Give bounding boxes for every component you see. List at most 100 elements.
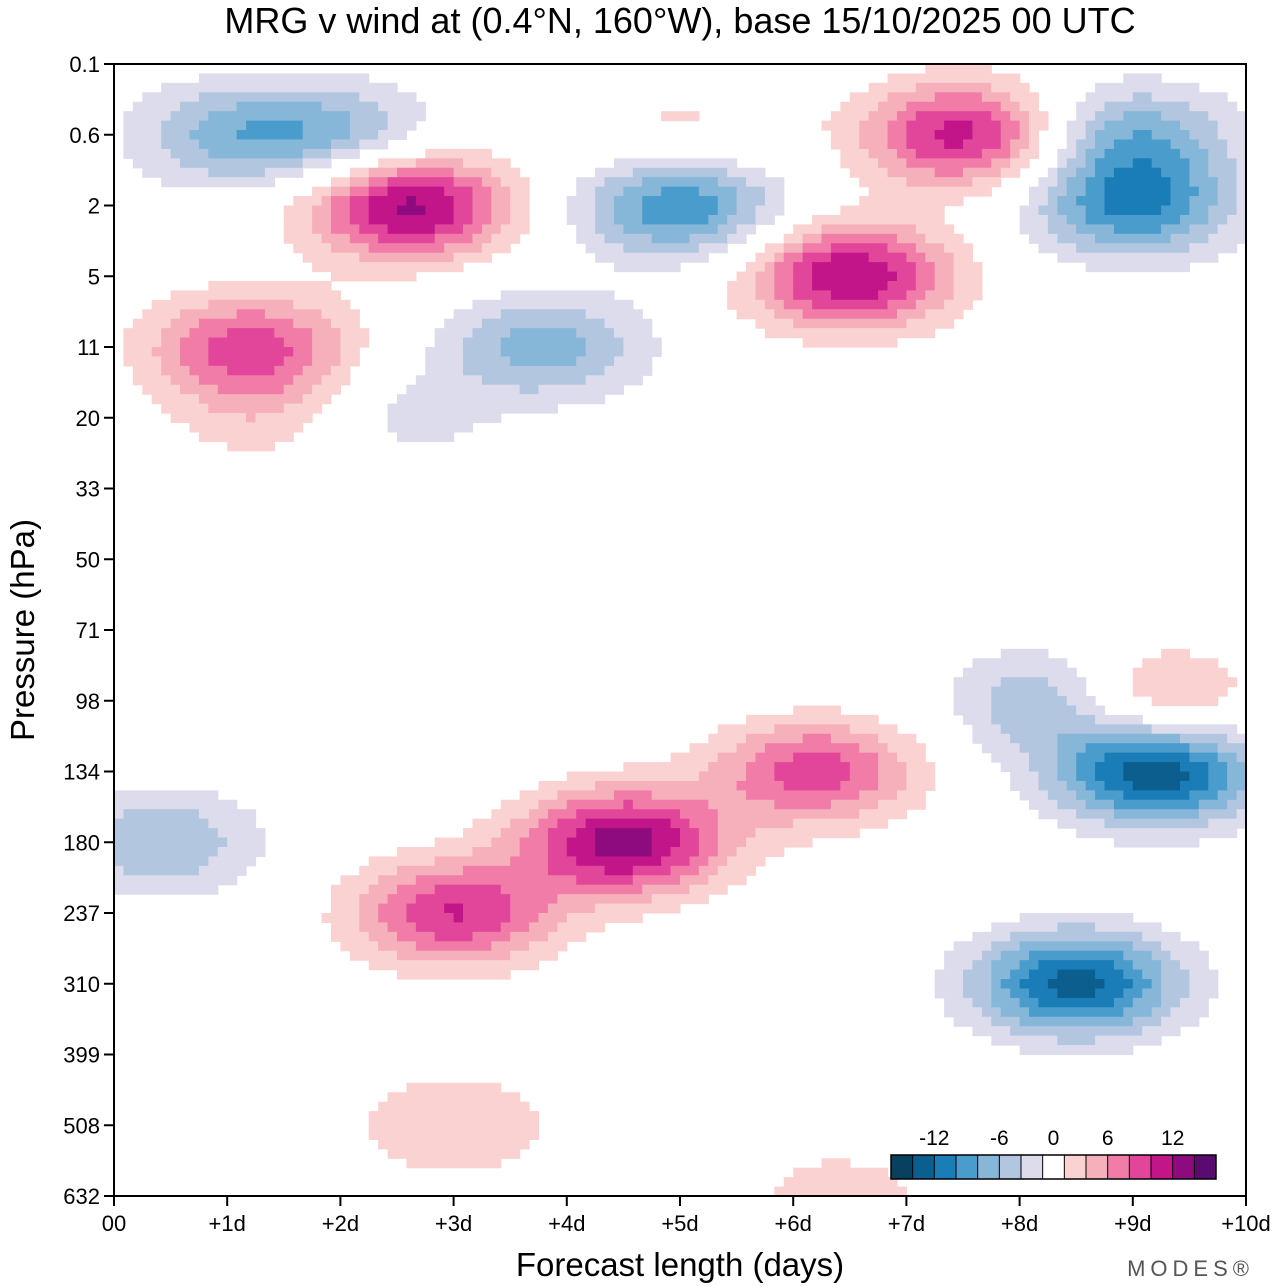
field-cell bbox=[944, 1007, 983, 1018]
field-cell bbox=[519, 846, 549, 857]
field-cell bbox=[755, 205, 785, 216]
field-cell bbox=[1010, 771, 1040, 782]
field-cell bbox=[547, 828, 577, 839]
field-cell bbox=[944, 299, 974, 310]
field-cell bbox=[1057, 196, 1077, 207]
field-cell bbox=[981, 743, 1021, 754]
field-cell bbox=[1217, 177, 1238, 188]
field-cell bbox=[934, 271, 955, 282]
field-cell bbox=[944, 139, 964, 150]
field-cell bbox=[783, 299, 813, 310]
field-cell bbox=[293, 196, 323, 207]
field-cell bbox=[698, 828, 719, 839]
field-cell bbox=[1085, 130, 1096, 141]
field-cell bbox=[1095, 167, 1115, 178]
field-cell bbox=[963, 714, 992, 725]
y-tick-label: 180 bbox=[63, 830, 100, 855]
field-cell bbox=[623, 224, 719, 235]
field-cell bbox=[1217, 743, 1247, 754]
field-cell bbox=[142, 309, 181, 320]
field-cell bbox=[1151, 158, 1190, 169]
field-cell bbox=[330, 243, 370, 254]
field-cell bbox=[283, 233, 323, 244]
field-cell bbox=[793, 224, 823, 235]
field-cell bbox=[651, 846, 672, 857]
field-cell bbox=[1179, 762, 1209, 773]
field-cell bbox=[453, 205, 474, 216]
field-cell bbox=[453, 309, 502, 320]
x-tick-label: +7d bbox=[888, 1211, 925, 1236]
field-cell bbox=[340, 941, 379, 952]
field-cell bbox=[132, 318, 172, 329]
field-cell bbox=[330, 214, 351, 225]
field-cell bbox=[1151, 979, 1162, 990]
field-cell bbox=[547, 856, 577, 867]
field-cell bbox=[387, 224, 436, 235]
field-cell bbox=[368, 931, 398, 942]
field-cell bbox=[349, 196, 370, 207]
field-cell bbox=[1123, 73, 1162, 84]
field-cell bbox=[368, 856, 436, 867]
field-cell bbox=[397, 950, 511, 961]
field-cell bbox=[198, 139, 332, 150]
colorbar-swatch bbox=[1194, 1155, 1217, 1179]
field-cell bbox=[529, 809, 549, 820]
field-cell bbox=[1132, 667, 1228, 678]
field-cell bbox=[632, 799, 709, 810]
field-cell bbox=[736, 309, 775, 320]
field-cell bbox=[906, 290, 926, 301]
field-cell bbox=[538, 384, 624, 395]
field-cell bbox=[1010, 92, 1040, 103]
field-cell bbox=[1000, 648, 1049, 659]
y-tick-label: 508 bbox=[63, 1113, 100, 1138]
field-cell bbox=[1047, 214, 1068, 225]
field-cell bbox=[604, 233, 653, 244]
field-cell bbox=[830, 139, 860, 150]
field-cell bbox=[1227, 780, 1247, 791]
field-cell bbox=[623, 347, 662, 358]
field-cell bbox=[670, 846, 700, 857]
field-cell bbox=[547, 865, 606, 876]
field-cell bbox=[236, 130, 304, 141]
field-cell bbox=[1085, 92, 1134, 103]
field-cell bbox=[406, 903, 445, 914]
field-cell bbox=[500, 177, 530, 188]
field-cell bbox=[180, 309, 238, 320]
field-cell bbox=[161, 337, 181, 348]
field-cell bbox=[349, 111, 389, 122]
field-cell bbox=[1236, 167, 1247, 178]
field-cell bbox=[774, 252, 785, 263]
field-cell bbox=[1113, 997, 1134, 1008]
field-cell bbox=[444, 903, 464, 914]
field-cell bbox=[585, 347, 624, 358]
field-cell bbox=[472, 205, 492, 216]
field-cell bbox=[670, 865, 700, 876]
field-cell bbox=[547, 809, 577, 820]
field-cell bbox=[500, 922, 530, 933]
field-cell bbox=[340, 347, 360, 358]
field-cell bbox=[1104, 177, 1172, 188]
field-cell bbox=[132, 101, 181, 112]
field-cell bbox=[1029, 233, 1058, 244]
field-cell bbox=[613, 262, 681, 273]
field-cell bbox=[849, 167, 889, 178]
field-cell bbox=[972, 130, 1002, 141]
field-cell bbox=[1198, 186, 1219, 197]
field-cell bbox=[359, 252, 455, 263]
field-cell bbox=[604, 177, 643, 188]
field-cell bbox=[123, 347, 153, 358]
field-cell bbox=[595, 903, 681, 914]
field-cell bbox=[1236, 205, 1247, 216]
field-cell bbox=[114, 865, 125, 876]
field-cell bbox=[1104, 148, 1181, 159]
field-cell bbox=[1076, 101, 1106, 112]
colorbar-label: -12 bbox=[919, 1127, 949, 1150]
field-cell bbox=[1057, 158, 1068, 169]
field-cell bbox=[859, 790, 898, 801]
field-cell bbox=[378, 1101, 530, 1112]
field-cell bbox=[283, 384, 313, 395]
field-cell bbox=[651, 828, 681, 839]
field-cell bbox=[481, 177, 502, 188]
field-cell bbox=[283, 224, 313, 235]
field-cell bbox=[208, 856, 257, 867]
